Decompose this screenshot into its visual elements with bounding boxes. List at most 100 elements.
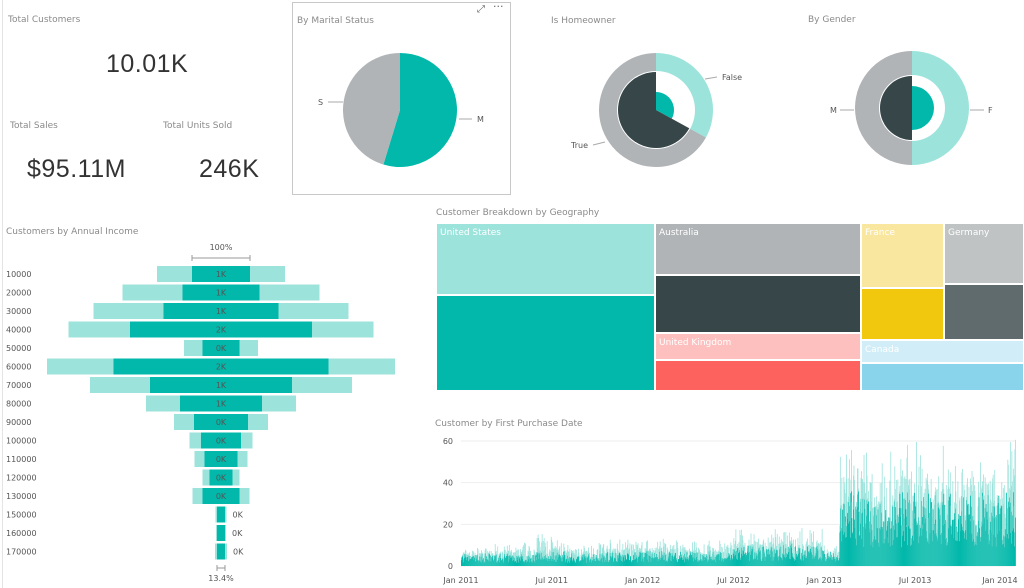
purchase-bar (617, 555, 619, 566)
treemap-tile-australia[interactable]: Australia (655, 223, 861, 275)
purchase-bar-light (625, 547, 627, 566)
treemap-tile-france[interactable]: France (861, 223, 944, 288)
purchase-bar (730, 560, 732, 566)
purchase-bar-light (772, 537, 774, 566)
purchase-bar (874, 507, 876, 566)
purchase-bar (676, 558, 678, 566)
total-sales-value: $95.11M (27, 155, 126, 183)
purchase-bar-light (575, 554, 577, 566)
funnel-data-label: 0K (232, 529, 243, 538)
purchase-bar (924, 514, 925, 566)
x-tick-label: Jul 2011 (535, 576, 569, 585)
purchase-bar (997, 503, 999, 566)
purchase-bar (976, 535, 978, 566)
purchase-bar (655, 557, 657, 566)
purchase-bar (856, 545, 858, 566)
purchase-bar (809, 553, 810, 566)
purchase-bar (647, 551, 649, 566)
purchase-bar-light (534, 551, 535, 566)
purchase-bar (814, 558, 815, 566)
purchase-bar (544, 556, 546, 566)
purchase-bar (843, 534, 845, 566)
purchase-bar (975, 525, 977, 566)
purchase-bar (987, 495, 989, 566)
purchase-bar (942, 504, 944, 566)
funnel-bar (113, 358, 329, 375)
purchase-bar (716, 554, 718, 566)
purchase-bar (868, 501, 869, 566)
purchase-bar (812, 559, 814, 566)
purchase-bar (926, 531, 928, 566)
treemap-tile-united-kingdom[interactable]: United Kingdom (655, 333, 861, 360)
purchase-bar (882, 528, 884, 566)
purchase-bar (709, 554, 711, 566)
purchase-bar (922, 516, 923, 566)
purchase-bar (554, 555, 556, 566)
total-customers-value: 10.01K (106, 50, 189, 78)
purchase-bar (744, 554, 746, 566)
purchase-bar (818, 559, 820, 566)
purchase-bar-light (523, 554, 525, 566)
purchase-bar (552, 561, 554, 566)
purchase-bar (579, 560, 581, 566)
x-tick-label: Jan 2011 (442, 576, 478, 585)
purchase-bar (700, 559, 702, 566)
purchase-bar-light (991, 483, 993, 566)
purchase-bar (825, 560, 827, 566)
purchase-bar-light (778, 543, 780, 566)
purchase-bar (562, 555, 564, 566)
purchase-bar (477, 560, 479, 566)
purchase-bar (660, 557, 662, 566)
purchase-bar-light (615, 548, 617, 566)
purchase-bar (747, 551, 748, 566)
treemap-subtile[interactable] (655, 360, 861, 391)
purchase-bar-light (544, 542, 546, 566)
focus-mode-icon[interactable]: ⤢ (477, 4, 485, 15)
treemap-subtile[interactable] (944, 284, 1024, 340)
treemap-tile-germany[interactable]: Germany (944, 223, 1024, 284)
purchase-bar (925, 518, 926, 566)
purchase-bar (514, 557, 516, 566)
more-options-icon[interactable]: ··· (493, 0, 504, 13)
purchase-bar-light (1003, 503, 1005, 566)
purchase-bar-light (518, 555, 520, 566)
purchase-bar (865, 523, 867, 566)
treemap-subtile[interactable] (861, 288, 944, 340)
treemap-tile-canada[interactable]: Canada (861, 340, 1024, 363)
treemap-tile-united-states[interactable]: United States (436, 223, 655, 295)
purchase-bar (704, 559, 705, 566)
purchase-bar (684, 562, 686, 566)
purchase-bar (955, 540, 957, 566)
purchase-bar-light (627, 539, 629, 566)
purchase-bar (628, 553, 629, 566)
purchase-bar-light (767, 537, 769, 566)
marital-status-card[interactable]: ⤢ ··· (292, 0, 511, 195)
treemap-subtile[interactable] (436, 295, 655, 391)
purchase-bar (665, 560, 667, 566)
treemap-subtile[interactable] (861, 363, 1024, 391)
purchase-bar-light (878, 502, 880, 566)
purchase-bar (759, 551, 760, 566)
purchase-bar (720, 556, 722, 566)
purchase-bar (715, 555, 717, 566)
purchase-bar (523, 561, 524, 566)
purchase-bar (693, 552, 695, 566)
purchase-bar-light (607, 555, 609, 566)
purchase-bar (901, 492, 903, 566)
purchase-bar-light (629, 548, 630, 566)
purchase-bar (702, 555, 703, 566)
treemap-subtile[interactable] (655, 275, 861, 333)
purchase-bar (510, 557, 512, 566)
purchase-bar (665, 554, 667, 566)
purchase-bar (542, 556, 544, 566)
purchase-bar (688, 558, 690, 566)
purchase-bar (766, 549, 768, 566)
purchase-bar (784, 558, 786, 566)
purchase-bar (877, 509, 879, 566)
purchase-bar (940, 544, 942, 566)
purchase-bar (631, 562, 633, 566)
funnel-bar (180, 395, 262, 412)
purchase-bar (836, 560, 838, 566)
purchase-bar (684, 553, 685, 566)
leader-line (704, 76, 718, 80)
